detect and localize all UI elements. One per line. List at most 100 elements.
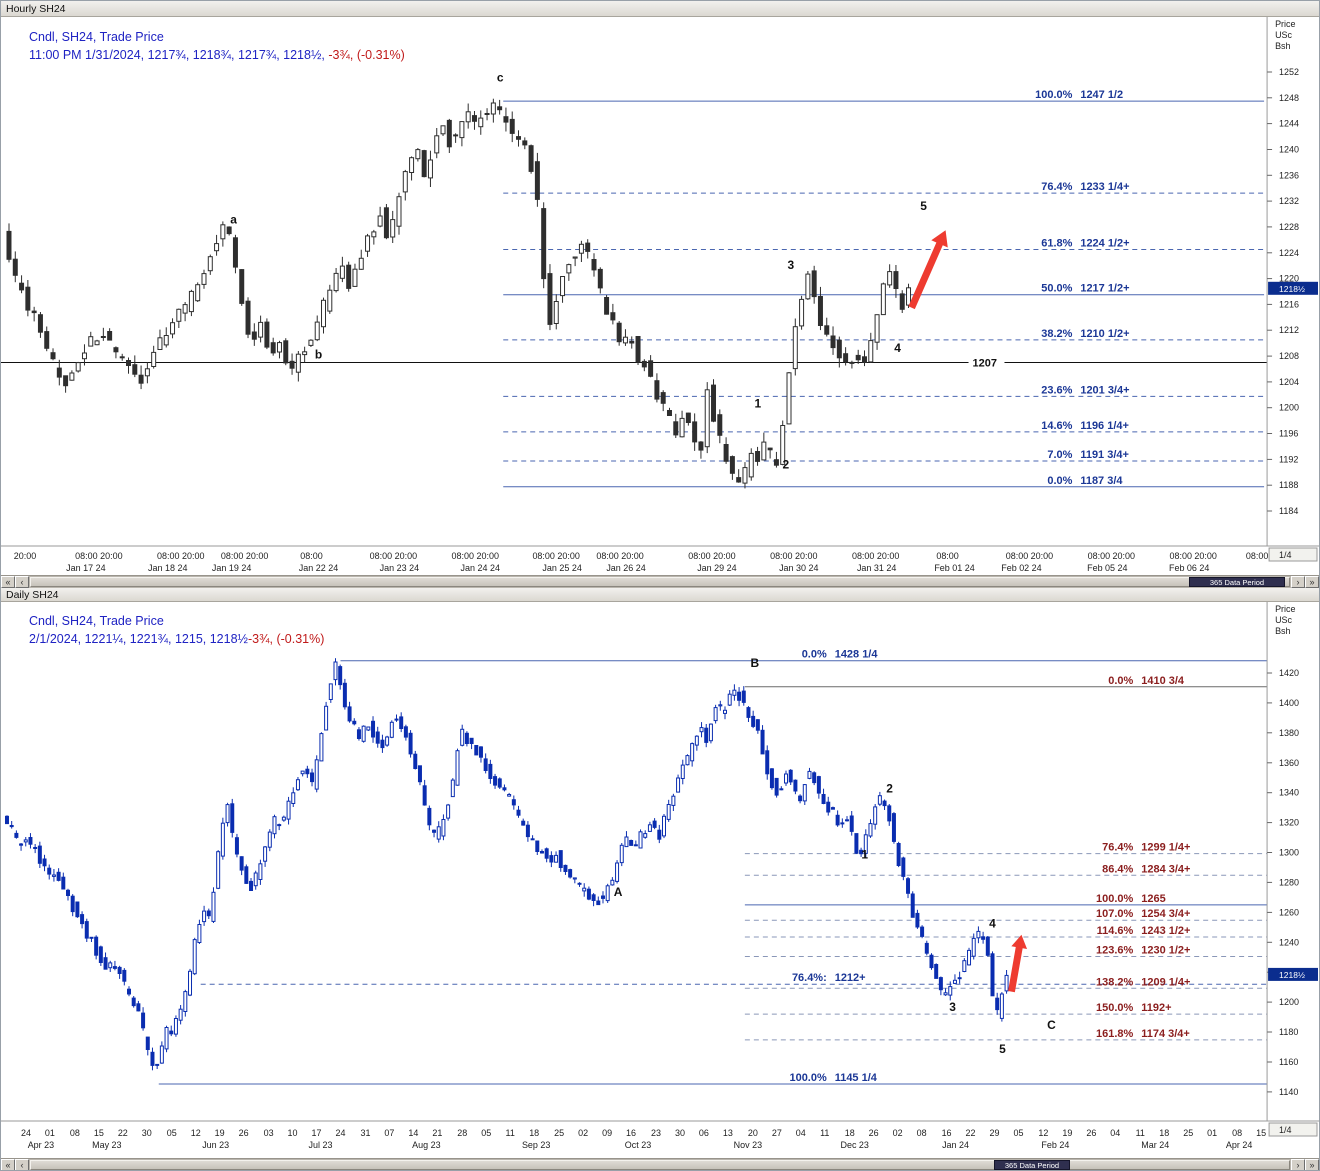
svg-text:08:00: 08:00 — [1246, 551, 1268, 561]
svg-text:Aug 23: Aug 23 — [412, 1140, 440, 1150]
daily-panel-titlebar[interactable]: Daily SH24 — [1, 588, 1319, 602]
svg-text:08:00 20:00: 08:00 20:00 — [1169, 551, 1216, 561]
svg-text:07: 07 — [384, 1128, 394, 1138]
svg-text:08: 08 — [1232, 1128, 1242, 1138]
svg-text:107.0%: 107.0% — [1096, 908, 1133, 920]
svg-text:Nov 23: Nov 23 — [734, 1140, 762, 1150]
svg-text:1207: 1207 — [973, 357, 997, 369]
svg-text:A: A — [614, 885, 623, 899]
svg-text:18: 18 — [529, 1128, 539, 1138]
svg-text:08:00 20:00: 08:00 20:00 — [75, 551, 122, 561]
svg-text:1140: 1140 — [1279, 1087, 1298, 1097]
svg-text:Mar 24: Mar 24 — [1141, 1140, 1169, 1150]
svg-text:Jan 18 24: Jan 18 24 — [148, 563, 187, 573]
svg-text:12: 12 — [191, 1128, 201, 1138]
svg-text:26: 26 — [239, 1128, 249, 1138]
svg-text:08:00 20:00: 08:00 20:00 — [852, 551, 899, 561]
svg-text:114.6%: 114.6% — [1097, 925, 1134, 937]
svg-text:1201 3/4+: 1201 3/4+ — [1080, 384, 1129, 396]
svg-text:Jan 26 24: Jan 26 24 — [606, 563, 645, 573]
svg-text:09: 09 — [602, 1128, 612, 1138]
daily-scrollbar[interactable]: « ‹ 365 Data Period › » — [1, 1158, 1319, 1170]
svg-text:1: 1 — [755, 397, 762, 411]
scroll-right-button[interactable]: › — [1291, 576, 1305, 588]
svg-text:13: 13 — [723, 1128, 733, 1138]
svg-text:1187 3/4: 1187 3/4 — [1080, 475, 1123, 487]
daily-chart-canvas[interactable]: 0.0% 1428 1/476.4%: 1212+100.0% 1145 1/40.0… — [1, 602, 1319, 1158]
svg-text:20:00: 20:00 — [14, 551, 36, 561]
scroll-left-button[interactable]: ‹ — [15, 1159, 29, 1170]
svg-text:USc: USc — [1275, 30, 1292, 40]
svg-text:1218½: 1218½ — [1279, 970, 1305, 980]
hourly-chart-area: 100.0% 1247 1/2 76.4% 1233 1/4+ 61.8% 1224 1/… — [1, 17, 1319, 575]
svg-text:23.6%: 23.6% — [1041, 384, 1072, 396]
svg-text:11: 11 — [506, 1128, 515, 1138]
svg-text:1188: 1188 — [1279, 480, 1298, 490]
svg-text:1410 3/4: 1410 3/4 — [1141, 675, 1185, 687]
svg-text:1184: 1184 — [1279, 506, 1298, 516]
scroll-right-button[interactable]: › — [1291, 1159, 1305, 1170]
svg-text:24: 24 — [21, 1128, 31, 1138]
svg-text:25: 25 — [554, 1128, 564, 1138]
scrollbar-track[interactable]: 365 Data Period — [29, 576, 1291, 588]
svg-text:1300: 1300 — [1279, 847, 1299, 857]
scroll-far-left-button[interactable]: « — [1, 1159, 15, 1170]
svg-text:Jan 29 24: Jan 29 24 — [697, 563, 736, 573]
svg-text:08:00 20:00: 08:00 20:00 — [532, 551, 579, 561]
hourly-panel: Hourly SH24 100.0% 1247 1/2 76.4% 1233 1/4+… — [1, 1, 1319, 588]
svg-text:22: 22 — [118, 1128, 128, 1138]
svg-text:38.2%: 38.2% — [1041, 328, 1072, 340]
svg-text:2: 2 — [886, 782, 893, 796]
daily-chart-area: 0.0% 1428 1/4 76.4%: 1212+ 100.0% 1145 1/4 0.0… — [1, 602, 1319, 1158]
svg-text:1236: 1236 — [1279, 170, 1299, 180]
svg-text:Jan 24 24: Jan 24 24 — [461, 563, 500, 573]
svg-text:Feb 02 24: Feb 02 24 — [1001, 563, 1041, 573]
svg-text:1160: 1160 — [1279, 1057, 1298, 1067]
svg-text:Jan 30 24: Jan 30 24 — [779, 563, 818, 573]
svg-text:7.0%: 7.0% — [1047, 449, 1072, 461]
svg-text:1208: 1208 — [1279, 351, 1299, 361]
scrollbar-thumb[interactable] — [30, 1160, 1290, 1170]
svg-text:18: 18 — [845, 1128, 855, 1138]
svg-text:04: 04 — [796, 1128, 806, 1138]
svg-text:15: 15 — [1256, 1128, 1266, 1138]
svg-text:100.0%: 100.0% — [1096, 893, 1133, 905]
svg-text:08:00 20:00: 08:00 20:00 — [688, 551, 735, 561]
svg-text:1260: 1260 — [1279, 907, 1299, 917]
hourly-scrollbar[interactable]: « ‹ 365 Data Period › » — [1, 575, 1319, 588]
svg-text:b: b — [315, 348, 322, 362]
svg-text:08: 08 — [917, 1128, 927, 1138]
svg-text:14: 14 — [408, 1128, 418, 1138]
hourly-panel-titlebar[interactable]: Hourly SH24 — [1, 1, 1319, 17]
svg-text:08:00 20:00: 08:00 20:00 — [452, 551, 499, 561]
svg-text:76.4%:: 76.4%: — [792, 972, 827, 984]
scroll-far-right-button[interactable]: » — [1305, 576, 1319, 588]
svg-text:01: 01 — [1207, 1128, 1217, 1138]
svg-text:1252: 1252 — [1279, 67, 1299, 77]
svg-text:1320: 1320 — [1279, 818, 1299, 828]
svg-text:1244: 1244 — [1279, 119, 1299, 129]
daily-panel: Daily SH24 0.0% 1428 1/4 76.4%: 1212+ 100.0%… — [1, 588, 1319, 1170]
svg-text:1191 3/4+: 1191 3/4+ — [1080, 449, 1129, 461]
svg-text:1192: 1192 — [1279, 454, 1298, 464]
scrollbar-thumb[interactable] — [30, 577, 1290, 587]
svg-text:50.0%: 50.0% — [1041, 283, 1072, 295]
scroll-far-right-button[interactable]: » — [1305, 1159, 1319, 1170]
svg-text:Feb 01 24: Feb 01 24 — [934, 563, 974, 573]
scrollbar-track[interactable]: 365 Data Period — [29, 1159, 1291, 1170]
svg-text:11: 11 — [1136, 1128, 1145, 1138]
svg-text:4: 4 — [894, 341, 901, 355]
svg-text:1248: 1248 — [1279, 93, 1299, 103]
svg-text:1233 1/4+: 1233 1/4+ — [1080, 181, 1129, 193]
scroll-far-left-button[interactable]: « — [1, 576, 15, 588]
hourly-chart-canvas[interactable]: 100.0% 1247 1/2 76.4% 1233 1/4+ 61.8% 1224 1/… — [1, 17, 1319, 575]
svg-text:1280: 1280 — [1279, 877, 1299, 887]
svg-text:Jan 19 24: Jan 19 24 — [212, 563, 251, 573]
svg-text:1210 1/2+: 1210 1/2+ — [1080, 328, 1129, 340]
svg-text:1220: 1220 — [1279, 274, 1299, 284]
scroll-left-button[interactable]: ‹ — [15, 576, 29, 588]
svg-text:1204: 1204 — [1279, 377, 1299, 387]
svg-text:1240: 1240 — [1279, 144, 1299, 154]
svg-text:02: 02 — [578, 1128, 588, 1138]
svg-text:24: 24 — [335, 1128, 345, 1138]
